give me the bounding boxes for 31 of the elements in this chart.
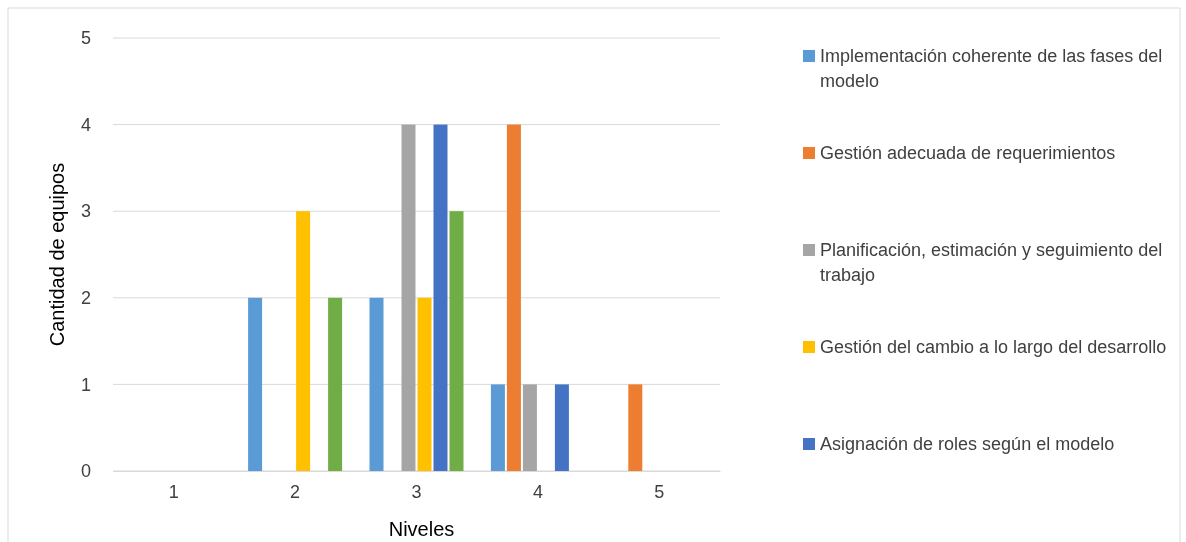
x-tick-label: 5 xyxy=(654,481,665,502)
bar xyxy=(522,384,537,471)
bar xyxy=(449,211,464,471)
legend-label: Asignación de roles según el modelo xyxy=(820,434,1115,454)
bar xyxy=(401,124,416,471)
x-tick-label: 2 xyxy=(290,481,301,502)
y-axis-title: Cantidad de equipos xyxy=(46,162,68,347)
bar xyxy=(369,297,384,471)
x-tick-label: 3 xyxy=(411,481,422,502)
x-axis-title: Niveles xyxy=(388,518,455,540)
bar xyxy=(628,384,643,471)
bar xyxy=(417,297,432,471)
legend-label: Planificación, estimación y seguimiento del trabajo xyxy=(820,240,1163,285)
bar xyxy=(433,124,448,471)
legend-label: Implementación coherente de las fases del modelo xyxy=(820,46,1163,91)
legend-label: Gestión del cambio a lo largo del desarrollo xyxy=(820,337,1167,357)
x-tick-label: 1 xyxy=(168,481,179,502)
bar xyxy=(328,297,343,471)
y-tick-label: 3 xyxy=(80,201,91,222)
y-tick-label: 0 xyxy=(80,461,91,482)
y-tick-label: 2 xyxy=(80,288,91,309)
bar xyxy=(248,297,263,471)
y-tick-label: 5 xyxy=(80,28,91,49)
y-tick-label: 4 xyxy=(80,114,91,135)
legend-label: Gestión adecuada de requerimientos xyxy=(820,143,1116,163)
bar xyxy=(296,211,311,471)
bar xyxy=(554,384,569,471)
bar xyxy=(490,384,505,471)
bar xyxy=(506,124,521,471)
x-tick-label: 4 xyxy=(532,481,543,502)
y-tick-label: 1 xyxy=(80,374,91,395)
